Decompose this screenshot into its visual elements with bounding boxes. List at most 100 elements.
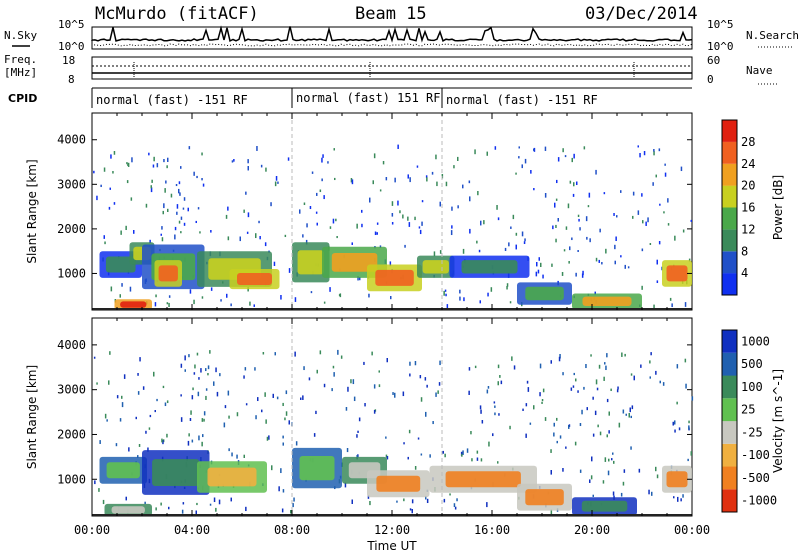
- scatter-point: [310, 291, 313, 294]
- scatter-point: [299, 209, 301, 214]
- scatter-point: [673, 496, 675, 499]
- scatter-point: [104, 413, 107, 419]
- scatter-point: [126, 180, 129, 184]
- scatter-point: [376, 232, 378, 235]
- scatter-point: [202, 434, 204, 438]
- scatter-point: [438, 382, 441, 386]
- scatter-point: [591, 456, 593, 462]
- scatter-point: [690, 451, 692, 456]
- scatter-point: [571, 157, 573, 163]
- scatter-point: [429, 454, 431, 458]
- scatter-point: [288, 420, 290, 425]
- scatter-point: [394, 392, 396, 398]
- scatter-point: [599, 228, 601, 233]
- scatter-point: [513, 365, 516, 370]
- scatter-point: [603, 192, 606, 195]
- scatter-point: [290, 510, 292, 514]
- scatter-point: [137, 391, 140, 395]
- scatter-point: [622, 409, 625, 414]
- scatter-point: [416, 165, 419, 168]
- scatter-point: [215, 367, 217, 373]
- freq-label-1: Freq.: [4, 53, 37, 66]
- scatter-point: [149, 414, 152, 418]
- scatter-point: [277, 181, 279, 184]
- scatter-point: [316, 222, 318, 226]
- scatter-point: [674, 235, 676, 241]
- scatter-point: [276, 396, 279, 400]
- scatter-point: [361, 209, 363, 213]
- scatter-point: [655, 370, 657, 375]
- scatter-point: [203, 418, 205, 422]
- scatter-point: [332, 218, 335, 224]
- scatter-point: [586, 407, 588, 411]
- scatter-point: [612, 491, 615, 496]
- scatter-point: [585, 364, 587, 369]
- scatter-point: [358, 417, 361, 422]
- colorbar-swatch: [722, 273, 737, 295]
- noise-right-tick-bottom: 10^0: [707, 40, 734, 53]
- scatter-point: [453, 503, 456, 508]
- scatter-point: [556, 417, 558, 421]
- scatter-point: [213, 381, 215, 386]
- scatter-point: [284, 417, 286, 421]
- scatter-point: [647, 217, 649, 223]
- scatter-point: [462, 184, 464, 189]
- scatter-point: [524, 158, 527, 164]
- scatter-point: [110, 286, 113, 292]
- scatter-point: [616, 215, 618, 218]
- scatter-point: [672, 421, 674, 426]
- scatter-point: [587, 205, 590, 208]
- colorbar-tick-label: 4: [741, 266, 748, 280]
- scatter-region-core: [152, 459, 200, 486]
- scatter-point: [247, 159, 249, 164]
- scatter-point: [228, 448, 230, 452]
- scatter-region-core: [445, 471, 521, 488]
- cpid-row: CPID normal (fast) -151 RF normal (fast)…: [8, 87, 692, 108]
- scatter-point: [497, 461, 499, 464]
- scatter-point: [550, 449, 552, 453]
- scatter-point: [592, 396, 594, 400]
- colorbar-swatch: [722, 120, 737, 142]
- scatter-point: [454, 506, 457, 510]
- x-tick-label: 00:00: [74, 523, 110, 537]
- scatter-point: [195, 220, 197, 224]
- scatter-point: [676, 364, 679, 369]
- scatter-point: [409, 508, 412, 511]
- scatter-point: [535, 271, 538, 277]
- scatter-point: [247, 212, 250, 218]
- freq-frame: [91, 56, 693, 80]
- scatter-region-core: [525, 286, 564, 301]
- scatter-point: [209, 503, 212, 506]
- scatter-point: [653, 149, 655, 152]
- scatter-point: [96, 195, 98, 201]
- scatter-point: [687, 458, 689, 462]
- scatter-point: [469, 228, 471, 234]
- colorbar-swatch: [722, 352, 737, 376]
- scatter-point: [648, 489, 650, 495]
- scatter-point: [166, 400, 169, 404]
- beam-title: Beam 15: [355, 4, 427, 24]
- scatter-point: [518, 156, 520, 159]
- scatter-point: [156, 163, 159, 168]
- scatter-point: [261, 409, 263, 413]
- scatter-point: [285, 390, 288, 395]
- noise-left-tick-bottom: 10^0: [58, 40, 85, 53]
- scatter-point: [345, 407, 348, 411]
- scatter-point: [153, 371, 155, 377]
- scatter-point: [656, 474, 659, 479]
- scatter-point: [161, 438, 163, 443]
- colorbar-tick-label: 100: [741, 380, 763, 394]
- scatter-point: [595, 169, 597, 175]
- scatter-point: [332, 365, 335, 369]
- colorbar-swatch: [722, 421, 737, 444]
- scatter-point: [160, 233, 162, 236]
- scatter-point: [552, 225, 554, 230]
- scatter-point: [551, 263, 553, 267]
- scatter-point: [176, 211, 178, 215]
- colorbar-swatch: [722, 330, 737, 353]
- scatter-point: [315, 410, 317, 415]
- colorbar-swatch: [722, 229, 737, 252]
- scatter-point: [497, 364, 500, 369]
- scatter-point: [138, 444, 141, 447]
- noise-panel: N.Sky 10^5 10^0 10^5 10^0 N.Search: [4, 18, 799, 53]
